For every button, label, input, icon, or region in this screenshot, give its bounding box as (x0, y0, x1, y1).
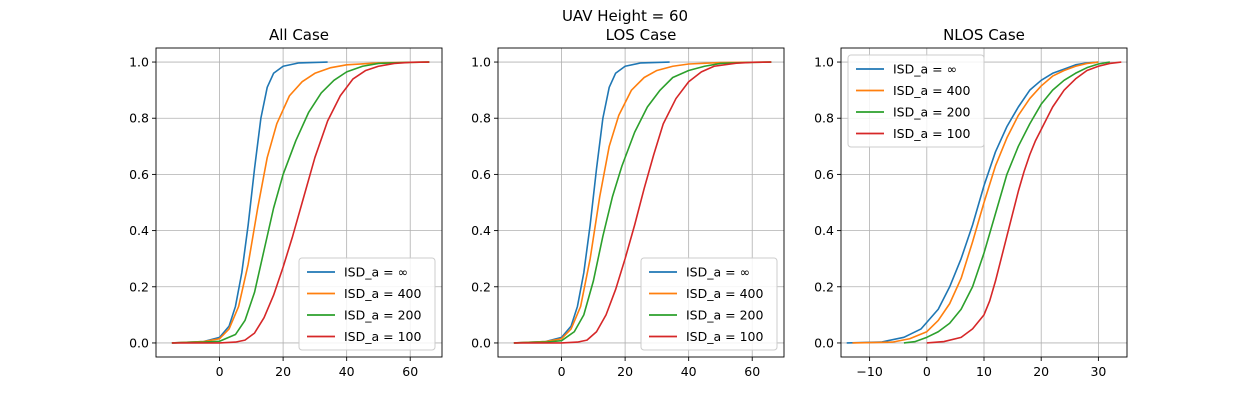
y-tick-label: 1.0 (471, 55, 491, 70)
y-tick-label: 0.4 (129, 223, 149, 238)
y-tick-label: 0.0 (129, 335, 149, 350)
legend-label: ISD_a = 100 (893, 126, 970, 141)
x-tick-label: 60 (402, 364, 418, 379)
x-tick-label: 0 (216, 364, 224, 379)
legend-label: ISD_a = 400 (344, 286, 421, 301)
series-line-1 (846, 61, 1099, 344)
figure-suptitle: UAV Height = 60 (562, 7, 688, 25)
series-line-2 (171, 61, 430, 344)
y-tick-label: 0.0 (814, 335, 834, 350)
series-line-2 (852, 61, 1099, 344)
series-line-4 (926, 61, 1122, 344)
legend: ISD_a = ∞ ISD_a = 400 ISD_a = 200 ISD_a = 1… (640, 257, 778, 351)
series-line-4 (171, 61, 430, 344)
legend-label: ISD_a = 100 (344, 329, 421, 344)
legend-label: ISD_a = 400 (686, 286, 763, 301)
series-line-2 (513, 61, 772, 344)
subplot-title: NLOS Case (943, 26, 1025, 44)
series-line-4 (513, 61, 772, 344)
series-line-1 (513, 61, 670, 344)
y-tick-label: 0.6 (129, 167, 149, 182)
y-tick-label: 0.4 (471, 223, 491, 238)
subplot-title: All Case (269, 26, 329, 44)
legend-label: ISD_a = ∞ (686, 265, 750, 280)
x-tick-label: 40 (681, 364, 697, 379)
legend: ISD_a = ∞ ISD_a = 400 ISD_a = 200 ISD_a = 1… (298, 257, 436, 351)
legend-label: ISD_a = ∞ (344, 265, 408, 280)
y-tick-label: 0.6 (814, 167, 834, 182)
y-tick-label: 0.6 (471, 167, 491, 182)
legend-label: ISD_a = 400 (893, 83, 970, 98)
series-line-3 (171, 61, 430, 344)
subplot-2: LOS Case 0 20 40 60 0.0 0.2 0.4 0.6 0.8 1.0 ISD_a =… (471, 26, 785, 379)
legend-box (847, 54, 985, 148)
axes-frame (497, 47, 785, 358)
subplot-1: All Case 0 20 40 60 0.0 0.2 0.4 0.6 0.8 1.0 ISD_a =… (129, 26, 443, 379)
y-tick-label: 0.2 (471, 279, 491, 294)
x-tick-label: 0 (558, 364, 566, 379)
subplot-title: LOS Case (606, 26, 677, 44)
y-tick-label: 0.8 (129, 111, 149, 126)
y-tick-label: 1.0 (129, 55, 149, 70)
legend-box (640, 257, 778, 351)
y-tick-label: 0.2 (129, 279, 149, 294)
x-tick-label: 40 (339, 364, 355, 379)
axes-frame (155, 47, 443, 358)
y-tick-label: 0.2 (814, 279, 834, 294)
x-tick-label: 10 (976, 364, 992, 379)
legend-label: ISD_a = 100 (686, 329, 763, 344)
y-tick-label: 0.4 (814, 223, 834, 238)
x-tick-label: 20 (617, 364, 633, 379)
series-line-3 (903, 61, 1110, 344)
y-tick-label: 0.8 (814, 111, 834, 126)
legend-label: ISD_a = 200 (893, 105, 970, 120)
subplot-3: NLOS Case −10 0 10 20 30 0.0 0.2 0.4 0.6 0.8 1.0 ISD… (814, 26, 1128, 379)
x-tick-label: −10 (856, 364, 882, 379)
x-tick-label: 20 (275, 364, 291, 379)
x-tick-label: 30 (1090, 364, 1106, 379)
legend-box (298, 257, 436, 351)
x-tick-label: 60 (744, 364, 760, 379)
legend-label: ISD_a = ∞ (893, 62, 957, 77)
y-tick-label: 0.0 (471, 335, 491, 350)
y-tick-label: 0.8 (471, 111, 491, 126)
x-tick-label: 20 (1033, 364, 1049, 379)
series-line-3 (513, 61, 772, 344)
x-tick-label: 0 (923, 364, 931, 379)
legend-label: ISD_a = 200 (344, 308, 421, 323)
legend: ISD_a = ∞ ISD_a = 400 ISD_a = 200 ISD_a = 1… (847, 54, 985, 148)
y-tick-label: 1.0 (814, 55, 834, 70)
legend-label: ISD_a = 200 (686, 308, 763, 323)
series-line-1 (171, 61, 328, 344)
